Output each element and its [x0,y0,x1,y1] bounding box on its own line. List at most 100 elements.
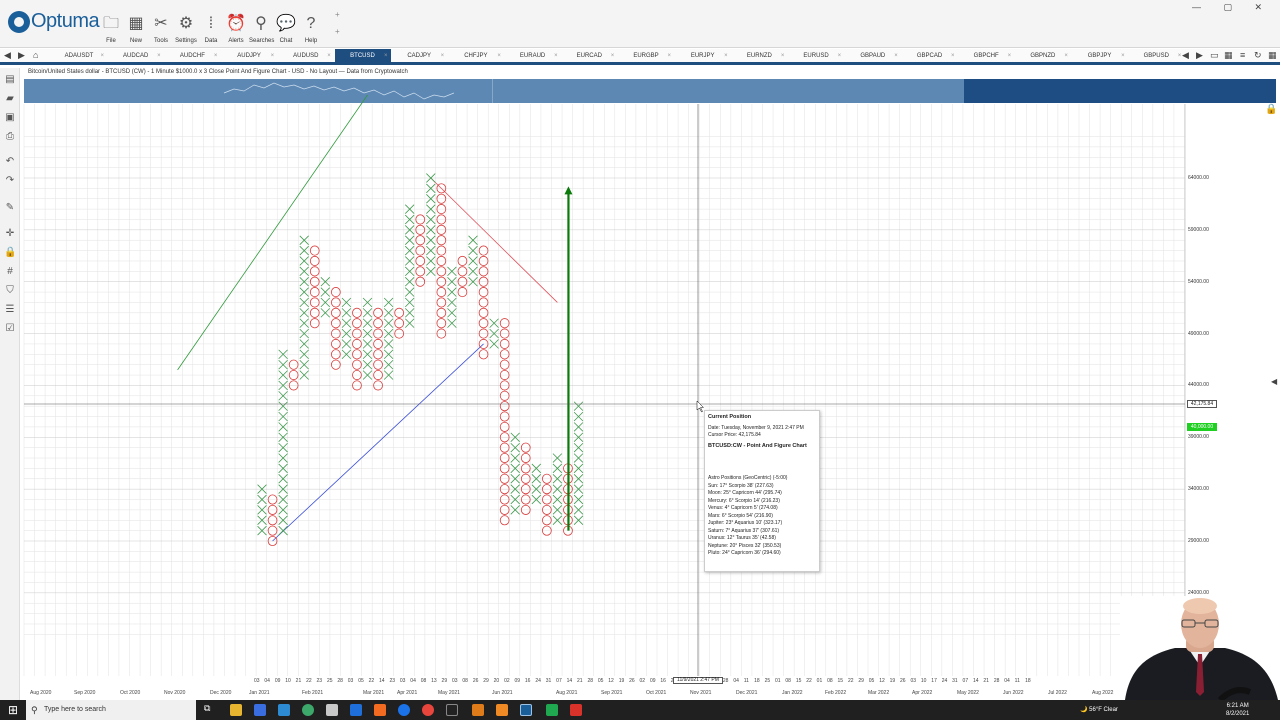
home-icon[interactable]: ⌂ [33,50,39,60]
tab-scroll-right-icon[interactable]: ▶ [1196,50,1203,60]
tab-scroll-left-icon[interactable]: ◀ [1182,50,1189,60]
tab-audjpy[interactable]: AUDJPY × [221,49,277,63]
tab-close-icon[interactable]: × [724,53,728,59]
grid-icon[interactable]: ▦ [1224,50,1233,60]
file-explorer-icon[interactable] [230,704,242,716]
list-icon[interactable]: ≡ [1240,50,1246,60]
chart-navigator[interactable] [24,79,1276,103]
chat-button[interactable]: 💬 Chat [274,14,298,44]
checklist-icon[interactable]: ☑ [5,323,15,334]
vlc-icon[interactable] [472,704,484,716]
browser-icon[interactable] [398,704,410,716]
tab-eurusd[interactable]: EURUSD × [788,49,844,63]
word-icon[interactable] [350,704,362,716]
date-month-tick: Jun 2022 [1003,690,1024,696]
calculator-icon[interactable] [326,704,338,716]
file-button[interactable]: 🗀 File [99,14,123,44]
task-view-icon[interactable]: ⧉ [204,703,211,713]
tab-close-icon[interactable]: × [610,53,615,59]
brave-icon[interactable] [374,704,386,716]
recorder-icon[interactable] [570,704,582,716]
data-button[interactable]: ⁞ Data [199,14,223,44]
tab-close-icon[interactable]: × [894,53,898,59]
window-controls[interactable]: — ▢ ✕ [1191,2,1272,12]
windows-start-icon[interactable]: ⊞ [8,703,19,717]
tab-audusd[interactable]: AUDUSD × [278,49,334,63]
mail-icon[interactable] [278,704,290,716]
tab-close-icon[interactable]: × [383,53,388,59]
alerts-button[interactable]: ⏰ Alerts [224,14,248,44]
save-icon[interactable]: ▣ [5,112,15,123]
tab-eurcad[interactable]: EURCAD × [561,49,617,63]
tab-eurgbp[interactable]: EURGBP × [618,49,674,63]
app-icon[interactable] [496,704,508,716]
tools-button[interactable]: ✂ Tools [149,14,173,44]
terminal-icon[interactable] [446,704,458,716]
tab-close-icon[interactable]: × [440,53,445,59]
taskbar-search-box[interactable]: ⚲ Type here to search [26,700,196,720]
tab-close-icon[interactable]: × [100,53,104,59]
spreadsheet-icon[interactable] [546,704,558,716]
tab-euraud[interactable]: EURAUD × [505,49,561,63]
tab-close-icon[interactable]: × [554,53,558,59]
undo-icon[interactable]: ↶ [5,156,15,167]
chart-lock-icon[interactable]: 🔒 [1265,104,1278,115]
tab-close-icon[interactable]: × [270,53,275,59]
tab-gbpjpy[interactable]: GBPJPY × [1072,49,1128,63]
tiles-icon[interactable]: ▦ [1268,50,1277,60]
help-button[interactable]: ? Help [299,14,323,44]
lock-icon[interactable]: 🔒 [4,247,17,258]
redo-icon[interactable]: ↷ [5,175,15,186]
back-arrow-icon[interactable]: ◀ [4,50,11,60]
tab-btcusd[interactable]: BTCUSD × [334,49,391,63]
crosshair-icon[interactable]: ✛ [5,228,15,239]
add-window-icon[interactable]: + [335,27,340,36]
tab-close-icon[interactable]: × [497,53,501,59]
tab-close-icon[interactable]: × [157,53,161,59]
tab-close-icon[interactable]: × [1064,53,1068,59]
pen-icon[interactable]: ✎ [5,202,15,213]
print-icon[interactable]: ⎙ [6,131,14,142]
tab-close-icon[interactable]: × [837,53,842,59]
tab-gbpusd[interactable]: GBPUSD × [1128,49,1184,63]
new-button[interactable]: ▦ New [124,14,148,44]
tab-audchf[interactable]: AUDCHF × [164,49,220,63]
stamp-icon[interactable]: ⛉ [6,285,14,296]
forward-arrow-icon[interactable]: ▶ [18,50,25,60]
settings-button[interactable]: ⚙ Settings [174,14,198,44]
tab-eurnzd[interactable]: EURNZD × [731,49,787,63]
layout-icon[interactable]: ▭ [1210,50,1219,60]
tab-close-icon[interactable]: × [780,53,785,59]
optuma-taskbar-icon[interactable] [520,704,532,716]
navigator-visible-range[interactable] [964,79,1276,103]
tab-close-icon[interactable]: × [213,53,218,59]
layers-icon[interactable]: ☰ [5,304,15,315]
tab-gbpaud[interactable]: GBPAUD × [845,49,901,63]
refresh-icon[interactable]: ↻ [1254,50,1262,60]
tab-close-icon[interactable]: × [1121,53,1125,59]
tab-cadjpy[interactable]: CADJPY × [391,49,447,63]
hash-icon[interactable]: # [7,266,13,277]
page-icon[interactable]: ▤ [5,74,15,85]
tab-close-icon[interactable]: × [327,53,331,59]
store-icon[interactable] [254,704,266,716]
tab-audcad[interactable]: AUDCAD × [108,49,164,63]
tab-eurjpy[interactable]: EURJPY × [675,49,731,63]
chrome-icon[interactable] [422,704,434,716]
tab-close-icon[interactable]: × [950,53,955,59]
tab-gbpchf[interactable]: GBPCHF × [958,49,1014,63]
tab-adausdt[interactable]: ADAUSDT × [51,49,107,63]
searches-button[interactable]: ⚲ Searches [249,14,274,44]
tab-close-icon[interactable]: × [1177,53,1182,59]
tab-gbpcad[interactable]: GBPCAD × [902,49,958,63]
tab-gbpnzd[interactable]: GBPNZD × [1015,49,1071,63]
tab-close-icon[interactable]: × [1007,53,1012,59]
edge-icon[interactable] [302,704,314,716]
collapse-panel-icon[interactable]: ◀ [1271,377,1278,386]
tab-close-icon[interactable]: × [667,53,671,59]
system-clock[interactable]: 6:21 AM 8/2/2021 [1226,702,1249,718]
tab-chfjpy[interactable]: CHFJPY × [448,49,504,63]
folder-icon[interactable]: ▰ [6,93,14,104]
add-tab-icon[interactable]: + [335,10,340,19]
